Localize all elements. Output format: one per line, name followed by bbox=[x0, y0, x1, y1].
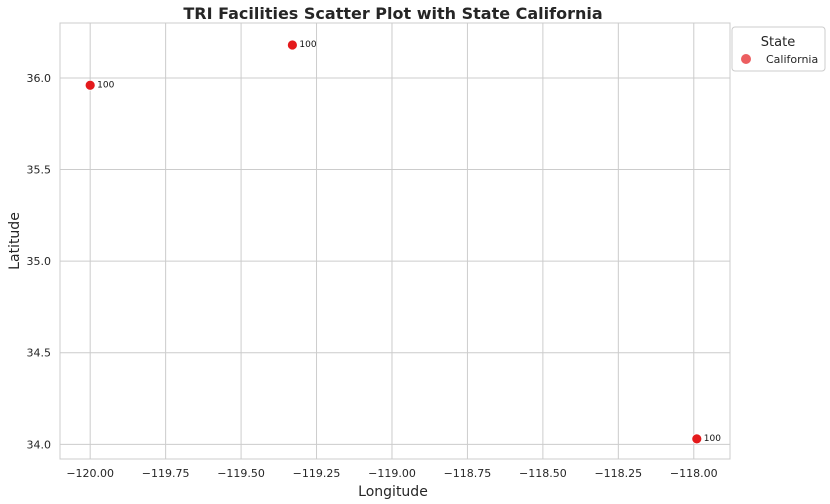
legend-label-california: California bbox=[766, 53, 818, 66]
point-label: 100 bbox=[97, 80, 114, 90]
scatter-point bbox=[286, 39, 298, 51]
legend-title: State bbox=[761, 35, 795, 50]
legend: State California bbox=[731, 26, 826, 72]
x-axis-ticks: −120.00 −119.75 −119.50 −119.25 −119.00 −118.… bbox=[66, 467, 717, 480]
point-label: 100 bbox=[299, 40, 316, 50]
x-tick-label: −119.75 bbox=[142, 467, 190, 480]
x-axis-label: Longitude bbox=[358, 484, 428, 500]
legend-marker bbox=[741, 54, 751, 64]
x-tick-label: −118.00 bbox=[670, 467, 718, 480]
chart-title: TRI Facilities Scatter Plot with State C… bbox=[183, 4, 602, 23]
x-tick-label: −119.25 bbox=[293, 467, 341, 480]
x-tick-label: −118.25 bbox=[594, 467, 642, 480]
data-points: 100 100 100 bbox=[84, 39, 721, 445]
y-tick-label: 35.5 bbox=[27, 164, 52, 177]
point-label: 100 bbox=[704, 434, 721, 444]
y-axis-label: Latitude bbox=[7, 212, 23, 270]
y-tick-label: 36.0 bbox=[27, 72, 52, 85]
scatter-point bbox=[691, 433, 703, 445]
y-tick-label: 34.5 bbox=[27, 347, 52, 360]
y-tick-label: 34.0 bbox=[27, 438, 52, 451]
y-axis-ticks: 34.0 34.5 35.0 35.5 36.0 bbox=[27, 72, 52, 451]
y-tick-label: 35.0 bbox=[27, 255, 52, 268]
scatter-point bbox=[84, 79, 96, 91]
x-tick-label: −118.50 bbox=[519, 467, 567, 480]
plot-background bbox=[60, 23, 730, 459]
x-tick-label: −119.00 bbox=[368, 467, 416, 480]
grid-lines bbox=[60, 23, 730, 459]
x-tick-label: −118.75 bbox=[444, 467, 492, 480]
plot-frame bbox=[59, 22, 731, 460]
legend-box bbox=[731, 26, 826, 72]
x-tick-label: −119.50 bbox=[217, 467, 265, 480]
x-tick-label: −120.00 bbox=[66, 467, 114, 480]
